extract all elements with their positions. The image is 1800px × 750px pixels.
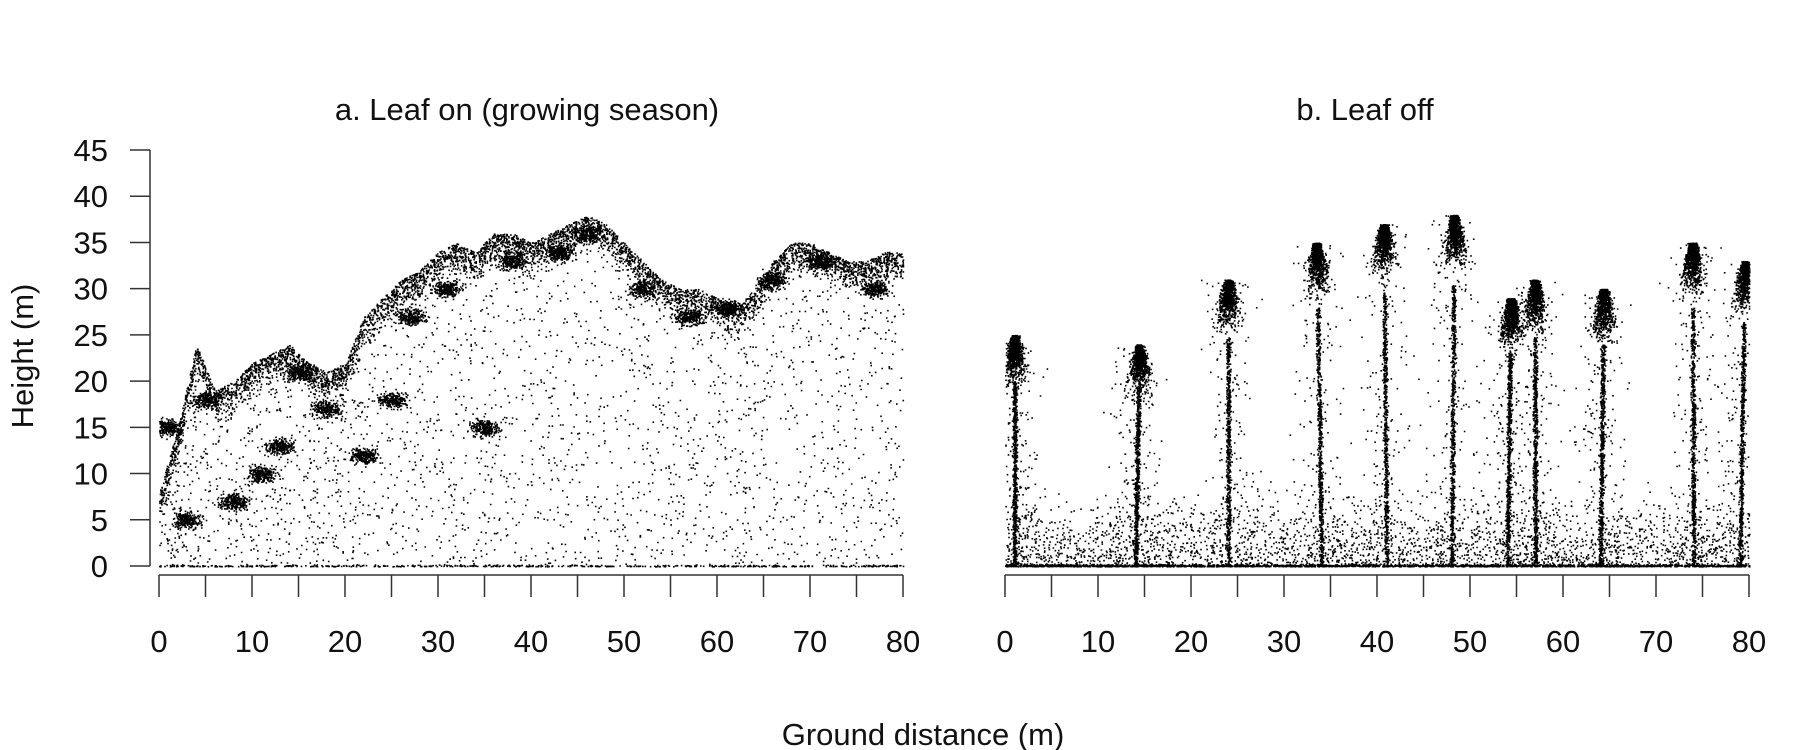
x-tick-label: 70 bbox=[793, 624, 827, 659]
y-tick-label: 10 bbox=[74, 457, 108, 492]
x-tick-label: 0 bbox=[996, 624, 1013, 659]
x-tick-label: 30 bbox=[421, 624, 455, 659]
plot-area-leaf-off bbox=[1005, 214, 1751, 568]
y-tick-label: 30 bbox=[74, 272, 108, 307]
y-tick-label: 0 bbox=[91, 549, 108, 584]
y-axis-label: Height (m) bbox=[5, 284, 40, 429]
x-tick-label: 20 bbox=[1174, 624, 1208, 659]
lidar-point-cloud bbox=[159, 216, 905, 568]
y-tick-label: 35 bbox=[74, 225, 108, 260]
plot-area-leaf-on bbox=[159, 216, 905, 568]
panel-a-title: a. Leaf on (growing season) bbox=[335, 92, 719, 127]
x-tick-label: 80 bbox=[1732, 624, 1766, 659]
x-tick-label: 80 bbox=[886, 624, 920, 659]
x-tick-label: 40 bbox=[1360, 624, 1394, 659]
lidar-point-cloud bbox=[1005, 214, 1751, 568]
panel-b-title: b. Leaf off bbox=[1296, 92, 1434, 127]
x-tick-label: 10 bbox=[235, 624, 269, 659]
x-tick-label: 30 bbox=[1267, 624, 1301, 659]
x-tick-label: 40 bbox=[514, 624, 548, 659]
x-tick-label: 50 bbox=[1453, 624, 1487, 659]
panel-leaf-on: a. Leaf on (growing season) 0 5 10 15 20 25 30… bbox=[74, 92, 921, 659]
x-tick-label: 0 bbox=[150, 624, 167, 659]
x-axis-leaf-on: 0 10 20 30 40 50 60 70 80 bbox=[150, 574, 920, 659]
x-tick-label: 70 bbox=[1639, 624, 1673, 659]
y-tick-label: 20 bbox=[74, 364, 108, 399]
x-tick-label: 20 bbox=[328, 624, 362, 659]
y-tick-label: 45 bbox=[74, 133, 108, 168]
x-tick-label: 10 bbox=[1081, 624, 1115, 659]
x-tick-label: 60 bbox=[1546, 624, 1580, 659]
y-tick-label: 40 bbox=[74, 179, 108, 214]
y-axis: 0 5 10 15 20 25 30 35 40 45 bbox=[74, 133, 151, 584]
y-tick-label: 25 bbox=[74, 318, 108, 353]
panel-leaf-off: b. Leaf off 0 10 20 30 40 50 60 70 80 bbox=[996, 92, 1766, 659]
x-tick-label: 50 bbox=[607, 624, 641, 659]
y-tick-label: 15 bbox=[74, 410, 108, 445]
x-tick-label: 60 bbox=[700, 624, 734, 659]
x-axis-label: Ground distance (m) bbox=[782, 717, 1065, 750]
y-tick-label: 5 bbox=[91, 503, 108, 538]
x-axis-leaf-off: 0 10 20 30 40 50 60 70 80 bbox=[996, 574, 1766, 659]
